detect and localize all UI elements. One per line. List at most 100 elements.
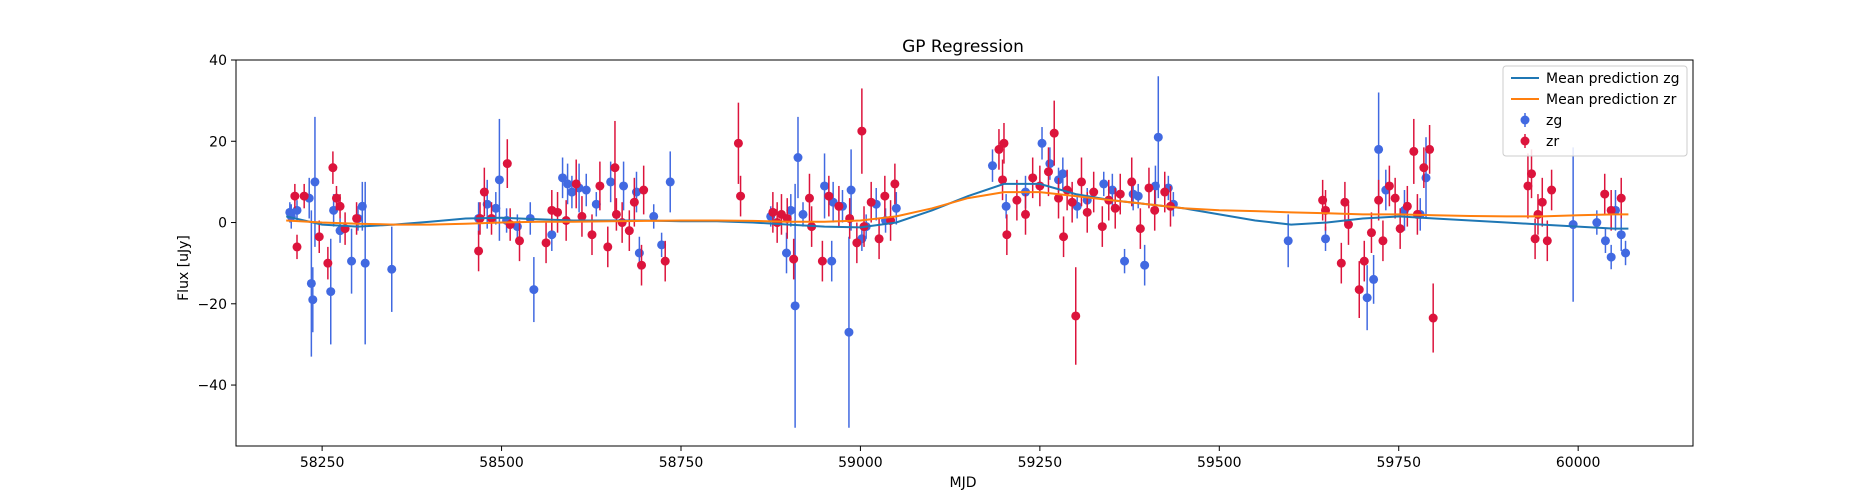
- data-point-zr: [994, 144, 1004, 154]
- y-tick-label: −40: [197, 378, 227, 394]
- data-point-zr: [857, 126, 867, 136]
- data-point-zr: [624, 226, 634, 236]
- data-point-zg: [558, 173, 568, 183]
- data-point-zr: [1127, 177, 1137, 187]
- legend-label-zr: zr: [1546, 134, 1559, 150]
- data-point-zr: [733, 138, 743, 148]
- data-point-zg: [591, 199, 601, 209]
- x-tick-label: 58750: [659, 455, 704, 471]
- data-point-zr: [1076, 177, 1086, 187]
- x-tick-label: 58500: [479, 455, 524, 471]
- legend-label-mean-zg: Mean prediction zg: [1546, 71, 1680, 87]
- data-point-zr: [299, 191, 309, 201]
- data-point-zg: [649, 211, 659, 221]
- data-point-zr: [1390, 193, 1400, 203]
- data-point-zr: [502, 159, 512, 169]
- data-point-zr: [1097, 222, 1107, 232]
- data-point-zr: [1150, 205, 1160, 215]
- data-point-zr: [1402, 201, 1412, 211]
- data-point-zg: [844, 327, 854, 337]
- data-point-zr: [290, 191, 300, 201]
- plot-content: [285, 76, 1631, 428]
- x-tick-label: 59750: [1376, 455, 1421, 471]
- x-tick-label: 59000: [838, 455, 883, 471]
- data-point-zr: [1028, 173, 1038, 183]
- data-point-zg: [1001, 201, 1011, 211]
- data-point-zr: [789, 254, 799, 264]
- data-point-zg: [606, 177, 616, 187]
- data-point-zg: [1369, 274, 1379, 284]
- data-point-zr: [834, 201, 844, 211]
- data-point-zr: [1523, 181, 1533, 191]
- data-point-zg: [310, 177, 320, 187]
- data-point-zg: [1616, 230, 1626, 240]
- data-point-zr: [1366, 228, 1376, 238]
- data-point-zr: [629, 197, 639, 207]
- y-tick-label: 20: [209, 134, 227, 150]
- data-point-zr: [1600, 189, 1610, 199]
- data-point-zr: [1049, 128, 1059, 138]
- data-point-zr: [772, 218, 782, 228]
- legend-dot: [1520, 115, 1530, 125]
- data-point-zg: [665, 177, 675, 187]
- data-point-zr: [617, 218, 627, 228]
- data-point-zg: [1140, 260, 1150, 270]
- data-point-zr: [1533, 209, 1543, 219]
- data-point-zr: [1378, 236, 1388, 246]
- data-point-zg: [1045, 159, 1055, 169]
- data-point-zr: [331, 193, 341, 203]
- legend: Mean prediction zg Mean prediction zr zg…: [1502, 65, 1688, 157]
- data-point-zr: [292, 242, 302, 252]
- data-point-zr: [1071, 311, 1081, 321]
- data-point-zr: [1336, 258, 1346, 268]
- data-point-zr: [474, 246, 484, 256]
- axis-ticks: 58250 58500 58750 59000 59250 59500 59750 60000…: [197, 53, 1600, 471]
- data-point-zr: [1547, 185, 1557, 195]
- legend-dot: [1520, 136, 1530, 146]
- y-axis-label: Flux [uJy]: [176, 235, 192, 301]
- data-point-zg: [529, 285, 539, 295]
- data-point-zg: [292, 205, 302, 215]
- data-point-zg: [798, 209, 808, 219]
- data-point-zg: [581, 185, 591, 195]
- data-point-zr: [1354, 285, 1364, 295]
- data-point-zg: [1374, 144, 1384, 154]
- data-point-zr: [1384, 181, 1394, 191]
- data-point-zg: [1120, 256, 1130, 266]
- data-point-zr: [1530, 234, 1540, 244]
- x-tick-label: 60000: [1556, 455, 1601, 471]
- data-point-zg: [827, 256, 837, 266]
- x-tick-label: 58250: [300, 455, 345, 471]
- data-point-zg: [1099, 179, 1109, 189]
- data-point-zr: [352, 213, 362, 223]
- data-point-zg: [1592, 218, 1602, 228]
- data-point-zr: [577, 211, 587, 221]
- mean-prediction-line-zr: [286, 191, 1629, 226]
- axes-frame: [235, 59, 1694, 447]
- data-point-zr: [639, 185, 649, 195]
- data-point-zr: [541, 238, 551, 248]
- data-point-zr: [323, 258, 333, 268]
- data-point-zg: [1362, 293, 1372, 303]
- data-point-zr: [1115, 189, 1125, 199]
- data-point-zg: [1283, 236, 1293, 246]
- data-point-zg: [1600, 236, 1610, 246]
- data-point-zr: [1537, 197, 1547, 207]
- data-point-zg: [1421, 173, 1431, 183]
- data-point-zr: [1002, 230, 1012, 240]
- data-point-zr: [1419, 163, 1429, 173]
- data-point-zr: [1428, 313, 1438, 323]
- data-point-zr: [1340, 197, 1350, 207]
- data-point-zr: [998, 175, 1008, 185]
- x-axis-label: MJD: [950, 475, 977, 491]
- data-point-zr: [314, 232, 324, 242]
- data-point-zg: [790, 301, 800, 311]
- mean-prediction-line-zg: [285, 182, 1629, 230]
- data-point-zr: [736, 191, 746, 201]
- data-point-zr: [768, 207, 778, 217]
- data-point-zg: [786, 205, 796, 215]
- data-point-zr: [335, 201, 345, 211]
- data-point-zg: [1321, 234, 1331, 244]
- data-point-zg: [634, 248, 644, 258]
